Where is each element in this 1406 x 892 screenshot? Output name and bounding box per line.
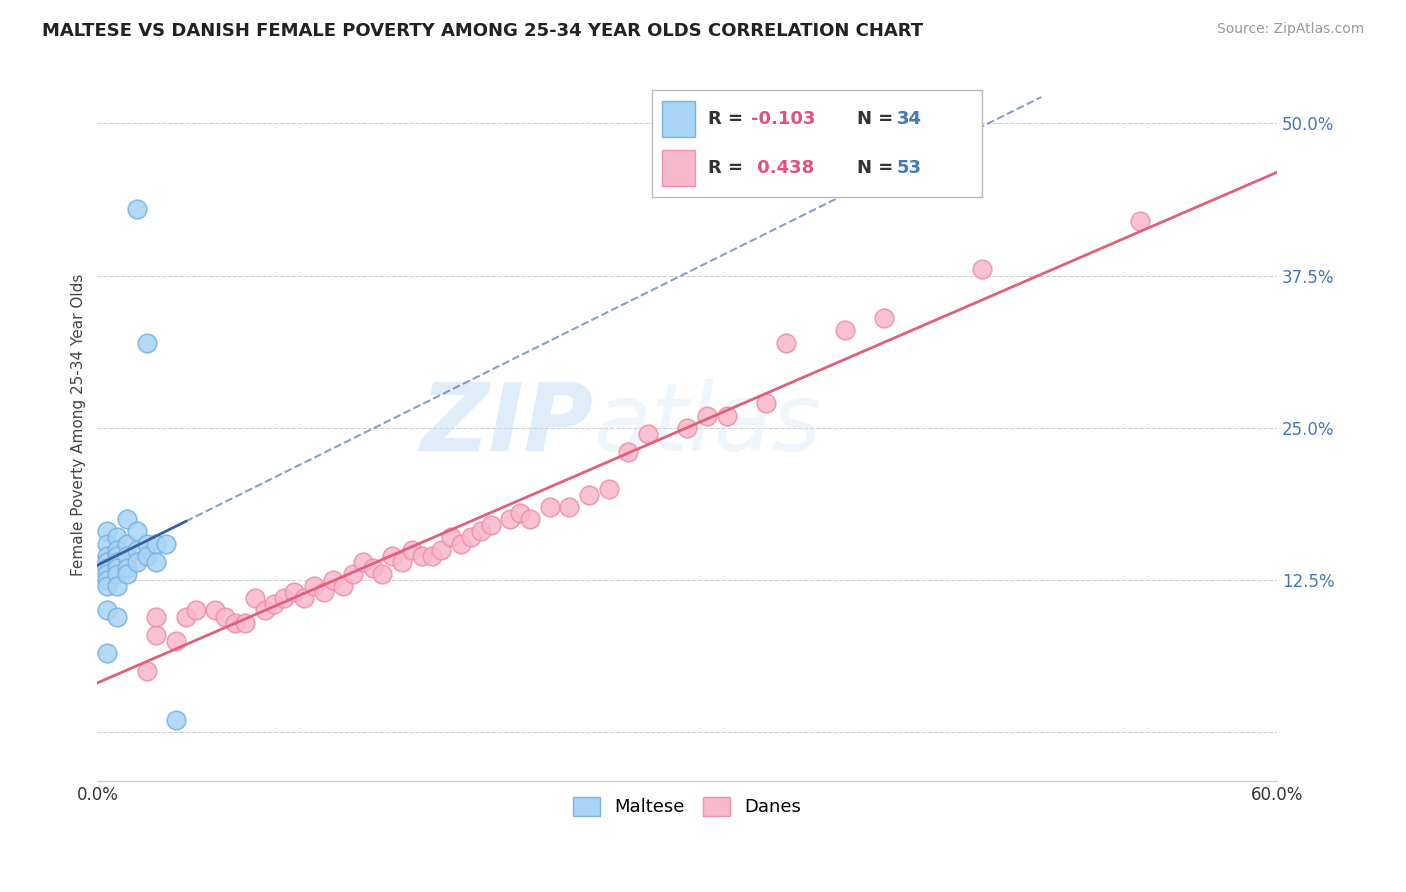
Point <box>135 335 157 350</box>
Point <box>775 335 797 350</box>
Point <box>96 561 118 575</box>
Point <box>578 488 600 502</box>
Point <box>391 555 413 569</box>
Point <box>96 524 118 539</box>
Point <box>135 665 157 679</box>
Point <box>105 561 128 575</box>
Point <box>361 561 384 575</box>
Y-axis label: Female Poverty Among 25-34 Year Olds: Female Poverty Among 25-34 Year Olds <box>72 274 86 576</box>
Point <box>233 615 256 630</box>
Point <box>105 555 128 569</box>
Point <box>145 536 167 550</box>
Point <box>499 512 522 526</box>
Point <box>972 262 994 277</box>
Point <box>430 542 453 557</box>
Point <box>834 323 856 337</box>
Point <box>696 409 718 423</box>
Point <box>115 536 138 550</box>
Point <box>342 566 364 581</box>
Text: Source: ZipAtlas.com: Source: ZipAtlas.com <box>1216 22 1364 37</box>
Point <box>96 566 118 581</box>
Point <box>125 202 148 216</box>
Point <box>125 524 148 539</box>
Point <box>115 512 138 526</box>
Point <box>184 603 207 617</box>
Point <box>519 512 541 526</box>
Legend: Maltese, Danes: Maltese, Danes <box>564 788 810 825</box>
Point <box>440 530 463 544</box>
Point <box>214 609 236 624</box>
Point <box>1129 213 1152 227</box>
Point <box>598 482 620 496</box>
Point <box>253 603 276 617</box>
Point <box>115 561 138 575</box>
Point <box>155 536 177 550</box>
Point <box>243 591 266 606</box>
Point <box>105 549 128 563</box>
Text: MALTESE VS DANISH FEMALE POVERTY AMONG 25-34 YEAR OLDS CORRELATION CHART: MALTESE VS DANISH FEMALE POVERTY AMONG 2… <box>42 22 924 40</box>
Point <box>873 311 896 326</box>
Point <box>283 585 305 599</box>
Point <box>125 555 148 569</box>
Point <box>263 598 285 612</box>
Point <box>105 579 128 593</box>
Point <box>105 609 128 624</box>
Point <box>479 518 502 533</box>
Point <box>273 591 295 606</box>
Point <box>145 555 167 569</box>
Point <box>105 542 128 557</box>
Point <box>371 566 394 581</box>
Text: ZIP: ZIP <box>420 379 593 471</box>
Point <box>105 530 128 544</box>
Point <box>174 609 197 624</box>
Point <box>115 549 138 563</box>
Point <box>96 555 118 569</box>
Point <box>312 585 335 599</box>
Point <box>352 555 374 569</box>
Point <box>165 713 187 727</box>
Point <box>204 603 226 617</box>
Text: atlas: atlas <box>593 379 821 470</box>
Point <box>381 549 404 563</box>
Point <box>401 542 423 557</box>
Point <box>135 549 157 563</box>
Point <box>96 579 118 593</box>
Point <box>145 628 167 642</box>
Point <box>509 506 531 520</box>
Point <box>145 609 167 624</box>
Point <box>115 566 138 581</box>
Point <box>224 615 246 630</box>
Point <box>96 646 118 660</box>
Point <box>420 549 443 563</box>
Point <box>755 396 778 410</box>
Point <box>135 536 157 550</box>
Point <box>411 549 433 563</box>
Point <box>105 566 128 581</box>
Point <box>558 500 581 514</box>
Point <box>637 426 659 441</box>
Point <box>96 549 118 563</box>
Point <box>716 409 738 423</box>
Point <box>292 591 315 606</box>
Point <box>96 573 118 587</box>
Point <box>676 421 699 435</box>
Point <box>302 579 325 593</box>
Point <box>450 536 472 550</box>
Point <box>332 579 354 593</box>
Point <box>165 634 187 648</box>
Point <box>470 524 492 539</box>
Point <box>538 500 561 514</box>
Point <box>322 573 344 587</box>
Point <box>125 542 148 557</box>
Point <box>460 530 482 544</box>
Point <box>96 603 118 617</box>
Point <box>96 536 118 550</box>
Point <box>617 445 640 459</box>
